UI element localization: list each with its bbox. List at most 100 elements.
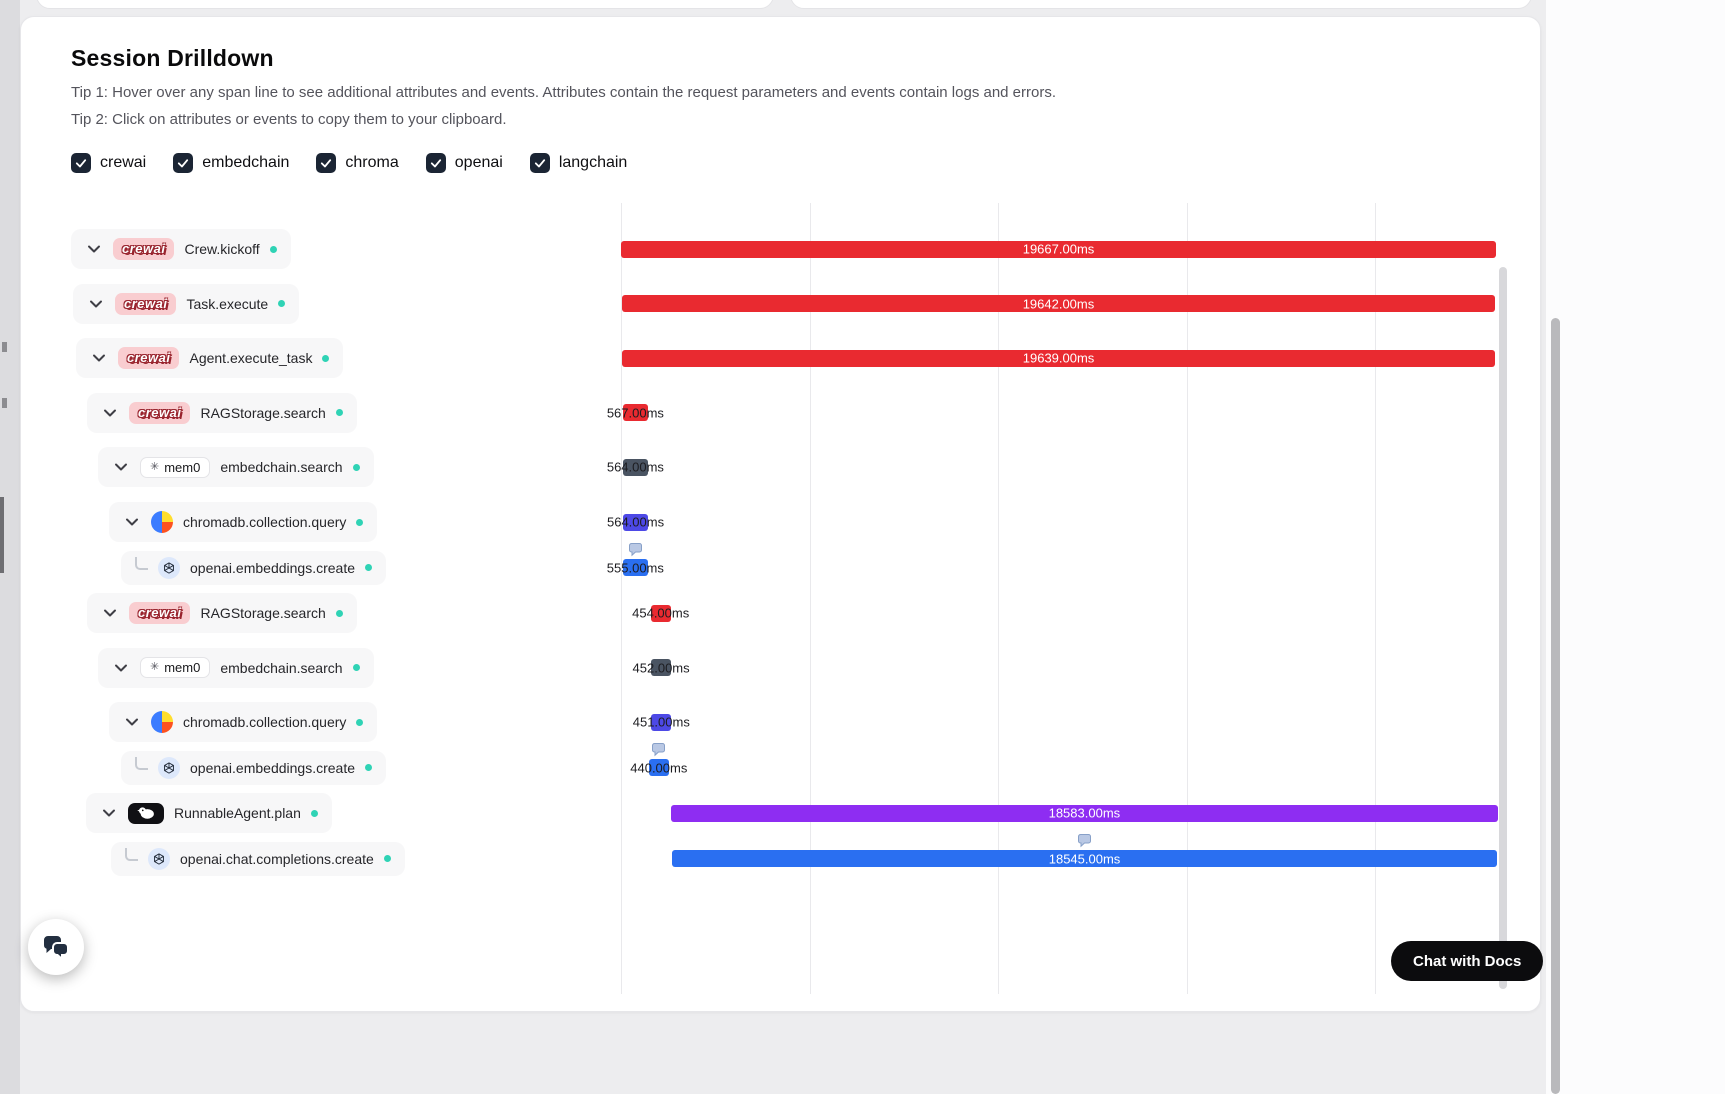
chroma-logo-icon xyxy=(151,511,173,533)
tree-connector-icon xyxy=(135,557,148,570)
span-bar-Task.execute[interactable]: 19642.00ms xyxy=(621,295,1496,313)
left-edge-artifact xyxy=(0,497,4,573)
filter-label: openai xyxy=(454,154,503,171)
chevron-down-icon[interactable] xyxy=(123,713,141,731)
span-row-RAGStorage.search[interactable]: crewai RAGStorage.search xyxy=(87,392,357,433)
span-name: openai.chat.completions.create xyxy=(180,850,374,867)
span-bar-embedchain.search[interactable]: 564.00ms xyxy=(607,458,664,476)
span-row-Agent.execute_task[interactable]: crewai Agent.execute_task xyxy=(76,338,344,379)
status-dot xyxy=(269,245,277,253)
gridline xyxy=(1375,203,1376,994)
session-drilldown-card: Session Drilldown Tip 1: Hover over any … xyxy=(20,16,1541,1012)
checkbox-embedchain[interactable] xyxy=(173,153,194,173)
chevron-down-icon[interactable] xyxy=(100,804,118,822)
span-bar-Agent.execute_task[interactable]: 19639.00ms xyxy=(621,349,1496,367)
span-name: embedchain.search xyxy=(220,459,343,476)
page-scrollbar[interactable] xyxy=(1551,318,1560,1094)
span-row-openai.chat.completions.create[interactable]: openai.chat.completions.create xyxy=(111,841,405,876)
gridline xyxy=(621,203,622,994)
span-row-embedchain.search[interactable]: ✳ mem0 embedchain.search xyxy=(98,647,374,688)
chat-bubbles-icon xyxy=(41,933,71,961)
chevron-down-icon[interactable] xyxy=(101,404,119,422)
openai-logo-icon xyxy=(158,756,180,779)
checkbox-openai[interactable] xyxy=(425,153,446,173)
filter-openai[interactable]: openai xyxy=(425,153,503,173)
span-bar-openai.embeddings.create[interactable]: 555.00ms xyxy=(607,559,664,576)
span-row-Crew.kickoff[interactable]: crewai Crew.kickoff xyxy=(71,229,291,269)
status-dot xyxy=(365,564,373,571)
span-duration-label: 19667.00ms xyxy=(1022,241,1095,257)
span-row-chromadb.collection.query[interactable]: chromadb.collection.query xyxy=(109,502,378,542)
provider-filters: crewai embedchain chroma openai langchain xyxy=(71,153,627,173)
span-duration-label: 19642.00ms xyxy=(1022,296,1095,312)
crewai-logo-badge: crewai xyxy=(115,292,177,315)
status-dot xyxy=(335,409,343,417)
span-bar-openai.embeddings.create[interactable]: 440.00ms xyxy=(630,759,687,777)
span-row-openai.embeddings.create[interactable]: openai.embeddings.create xyxy=(121,550,387,585)
event-bubble-icon[interactable] xyxy=(651,742,666,757)
status-dot xyxy=(335,609,343,617)
event-bubble-icon[interactable] xyxy=(628,542,643,557)
tree-connector-icon xyxy=(135,757,148,771)
span-name: openai.embeddings.create xyxy=(190,759,356,776)
status-dot xyxy=(356,718,364,726)
filter-crewai[interactable]: crewai xyxy=(71,153,146,173)
span-duration-label: 19639.00ms xyxy=(1022,350,1095,366)
checkbox-langchain[interactable] xyxy=(529,153,550,173)
page-title: Session Drilldown xyxy=(71,45,274,71)
span-row-Task.execute[interactable]: crewai Task.execute xyxy=(73,283,300,324)
span-bar-chromadb.collection.query[interactable]: 564.00ms xyxy=(607,513,664,531)
left-edge-artifact xyxy=(2,342,7,352)
span-row-openai.embeddings.create[interactable]: openai.embeddings.create xyxy=(121,750,387,785)
span-row-RunnableAgent.plan[interactable]: RunnableAgent.plan xyxy=(86,793,332,834)
event-bubble-icon[interactable] xyxy=(1077,833,1092,848)
chevron-down-icon[interactable] xyxy=(112,659,130,677)
chevron-down-icon[interactable] xyxy=(85,240,103,258)
span-duration-label: 451.00ms xyxy=(632,714,690,730)
left-edge-artifact xyxy=(2,398,7,408)
tip-2: Tip 2: Click on attributes or events to … xyxy=(71,111,507,128)
span-bar-embedchain.search[interactable]: 452.00ms xyxy=(633,659,690,677)
chat-widget-launcher[interactable] xyxy=(28,919,84,975)
status-dot xyxy=(278,300,286,308)
openai-logo-icon xyxy=(148,847,170,870)
span-bar-Crew.kickoff[interactable]: 19667.00ms xyxy=(621,240,1496,258)
mem0-gear-icon: ✳ xyxy=(150,460,160,473)
chevron-down-icon[interactable] xyxy=(101,604,119,622)
top-partial-card-left xyxy=(36,0,774,9)
checkbox-chroma[interactable] xyxy=(316,153,337,173)
span-bar-chromadb.collection.query[interactable]: 451.00ms xyxy=(633,713,690,731)
right-background-panel xyxy=(1546,0,1725,1094)
filter-langchain[interactable]: langchain xyxy=(529,153,627,173)
span-name: RAGStorage.search xyxy=(200,404,326,421)
span-bar-RAGStorage.search[interactable]: 454.00ms xyxy=(632,604,689,622)
span-row-chromadb.collection.query[interactable]: chromadb.collection.query xyxy=(109,702,378,743)
span-bar-RunnableAgent.plan[interactable]: 18583.00ms xyxy=(671,804,1498,822)
trace-waterfall: crewai Crew.kickoff 19667.00ms crewai Task.e… xyxy=(21,203,1538,994)
crewai-logo-badge: crewai xyxy=(129,401,191,424)
span-name: embedchain.search xyxy=(220,659,343,676)
status-dot xyxy=(310,809,318,817)
chroma-logo-icon xyxy=(151,711,173,734)
tree-connector-icon xyxy=(125,848,138,862)
chevron-down-icon[interactable] xyxy=(123,513,141,531)
span-bar-openai.chat.completions.create[interactable]: 18545.00ms xyxy=(671,850,1498,868)
filter-chroma[interactable]: chroma xyxy=(316,153,399,173)
chevron-down-icon[interactable] xyxy=(112,458,130,476)
chat-with-docs-button[interactable]: Chat with Docs xyxy=(1391,941,1544,981)
status-dot xyxy=(322,354,330,362)
span-duration-label: 18583.00ms xyxy=(1048,805,1121,821)
span-bar-RAGStorage.search[interactable]: 567.00ms xyxy=(607,404,664,422)
span-row-RAGStorage.search[interactable]: crewai RAGStorage.search xyxy=(87,593,357,633)
chevron-down-icon[interactable] xyxy=(87,295,105,313)
filter-embedchain[interactable]: embedchain xyxy=(173,153,289,173)
checkbox-crewai[interactable] xyxy=(71,153,91,173)
status-dot xyxy=(356,518,364,526)
span-row-embedchain.search[interactable]: ✳ mem0 embedchain.search xyxy=(98,447,374,488)
waterfall-scrollbar[interactable] xyxy=(1499,267,1507,989)
tip-1: Tip 1: Hover over any span line to see a… xyxy=(71,84,1057,101)
span-duration-label: 18545.00ms xyxy=(1048,851,1121,867)
span-name: Task.execute xyxy=(186,295,269,312)
crewai-logo-badge: crewai xyxy=(129,602,191,624)
chevron-down-icon[interactable] xyxy=(90,349,108,367)
